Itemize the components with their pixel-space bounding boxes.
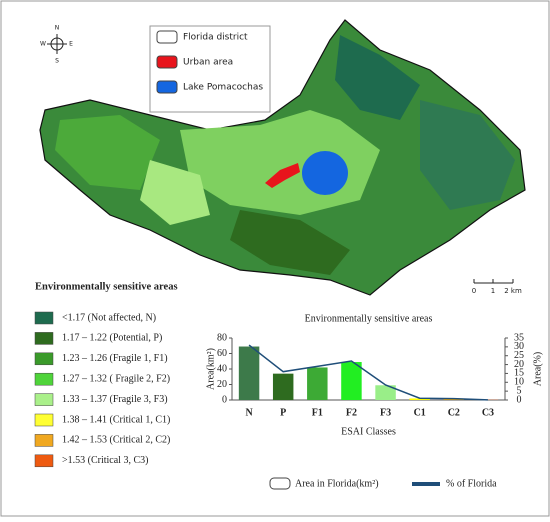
y2-axis-label: Area(%) [532, 352, 543, 386]
legend-label: 1.27 – 1.32 ( Fragile 2, F2) [62, 373, 170, 384]
scale-label: 0 [472, 287, 476, 295]
legend-swatch [157, 56, 177, 68]
legend-swatch [157, 81, 177, 93]
lake [302, 151, 348, 195]
legend-label: 1.23 – 1.26 (Fragile 1, F1) [62, 353, 168, 364]
legend-swatch [35, 414, 53, 426]
x-tick-label: F3 [380, 407, 391, 418]
x-tick-label: P [280, 407, 286, 418]
y-tick-label: 80 [217, 332, 227, 343]
compass-w: W [40, 41, 46, 48]
legend-swatch [35, 312, 53, 324]
bar [239, 347, 259, 400]
scale-label: 1 [491, 287, 495, 295]
chart-title: Environmentally sensitive areas [305, 313, 433, 324]
legend-label: 1.38 – 1.41 (Critical 1, C1) [62, 414, 170, 425]
legend-label: Lake Pomacochas [183, 83, 263, 93]
legend-label: 1.42 – 1.53 (Critical 2, C2) [62, 435, 170, 446]
x-tick-label: F1 [312, 407, 323, 418]
x-tick-label: C1 [414, 407, 426, 418]
scale-label: 2 km [504, 287, 522, 295]
x-tick-label: F2 [346, 407, 357, 418]
legend-label: 1.17 – 1.22 (Potential, P) [62, 333, 162, 344]
compass-s: S [55, 58, 59, 65]
legend-label: >1.53 (Critical 3, C3) [62, 455, 148, 466]
legend-label: % of Florida [446, 478, 497, 489]
x-tick-label: C2 [448, 407, 460, 418]
y-tick-label: 20 [217, 379, 227, 390]
legend-swatch [35, 373, 53, 385]
x-axis-label: ESAI Classes [341, 426, 396, 437]
y-tick-label: 0 [222, 394, 227, 405]
x-tick-label: N [245, 407, 253, 418]
legend-swatch [35, 353, 53, 365]
y-axis-label: Area(km²) [205, 348, 216, 390]
esa-legend-title: Environmentally sensitive areas [35, 281, 178, 292]
y2-tick-label: 35 [514, 332, 524, 343]
legend-label: Area in Florida(km²) [295, 478, 379, 489]
legend-label: <1.17 (Not affected, N) [62, 312, 156, 323]
legend-swatch [35, 394, 53, 406]
bar [341, 362, 361, 400]
map-legend: Florida district Urban area Lake Pomacocha… [150, 26, 270, 112]
compass-n: N [55, 25, 60, 32]
legend-label: Urban area [183, 58, 233, 68]
y-tick-label: 40 [217, 363, 227, 374]
legend-swatch [35, 455, 53, 467]
y-tick-label: 60 [217, 348, 227, 359]
legend-label: 1.33 – 1.37 (Fragile 3, F3) [62, 394, 168, 405]
bar [273, 374, 293, 400]
legend-swatch [35, 332, 53, 344]
compass-e: E [69, 41, 73, 48]
legend-swatch [157, 31, 177, 43]
bar [307, 367, 327, 400]
x-tick-label: C3 [482, 407, 494, 418]
legend-label: Florida district [183, 33, 248, 43]
legend-swatch [270, 478, 290, 489]
legend-swatch [35, 434, 53, 446]
